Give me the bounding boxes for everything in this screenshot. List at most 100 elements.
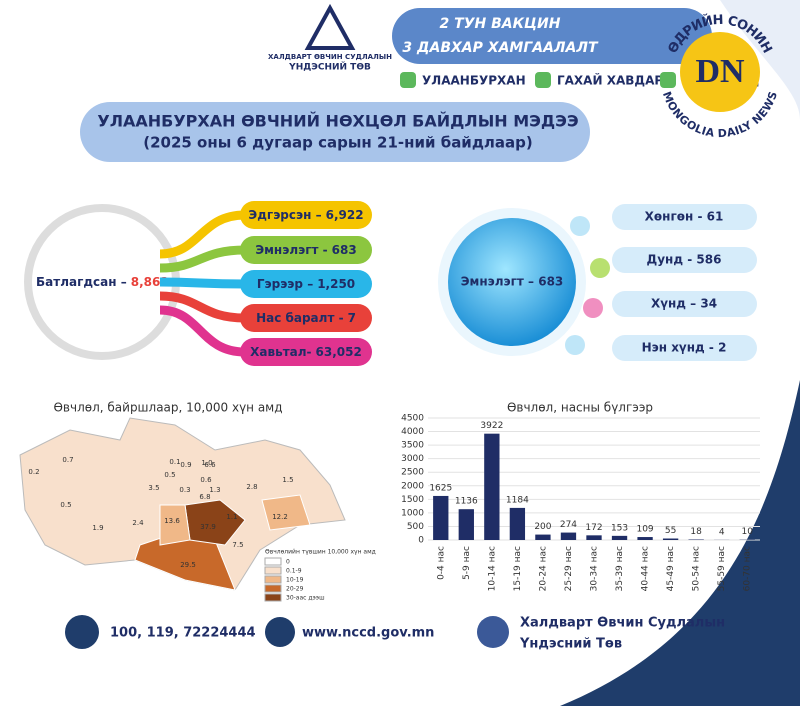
value-label: 153 xyxy=(611,523,628,533)
x-tick-label: 20-24 нас xyxy=(538,546,548,591)
outcome: Эдгэрсэн – 6,922 xyxy=(248,208,363,222)
map-label: 0.1 xyxy=(169,458,180,466)
hospital-label: Эмнэлэгт – 683 xyxy=(461,275,564,289)
x-tick-label: 0-4 нас xyxy=(436,546,446,580)
map-label: 1.0 xyxy=(201,459,212,467)
outcome-label: Эмнэлэгт - xyxy=(255,243,327,257)
bar xyxy=(535,534,551,540)
legend-swatch xyxy=(264,566,282,575)
map-label: 0.2 xyxy=(28,468,39,476)
check-icon xyxy=(400,72,416,88)
x-tick-label: 15-19 нас xyxy=(513,546,523,591)
x-tick-label: 30-34 нас xyxy=(590,546,600,591)
confirmed-value: 8,862 xyxy=(131,275,169,289)
severity-label: Хүнд – 34 xyxy=(651,297,717,311)
title-box xyxy=(80,102,590,162)
y-tick-label: 3000 xyxy=(401,454,424,464)
outcome-label: Эдгэрсэн – xyxy=(248,208,321,222)
banner xyxy=(392,8,712,64)
severity-label: Нэн хүнд - 2 xyxy=(642,341,727,355)
outcome: Хавьтал- 63,052 xyxy=(250,345,362,359)
value-label: 3922 xyxy=(480,421,503,431)
x-tick-label: 10-14 нас xyxy=(487,546,497,591)
outcome-pill xyxy=(240,270,372,298)
map-label: 1.9 xyxy=(92,524,103,532)
y-tick-label: 2000 xyxy=(401,481,424,491)
bubble xyxy=(565,335,585,355)
legend-label: 10-19 xyxy=(286,577,304,584)
subtitle: (2025 оны 6 дугаар сарын 21-ний байдлаар… xyxy=(143,134,533,152)
map-label: 0.9 xyxy=(180,461,191,469)
y-tick-label: 3500 xyxy=(401,441,424,451)
map-label: 13.6 xyxy=(164,517,180,525)
check-icon xyxy=(660,72,676,88)
outcome-label: Хавьтал- xyxy=(250,345,311,359)
map-label: 0.5 xyxy=(60,501,71,509)
phone: 100, 119, 72224444 xyxy=(110,626,256,641)
x-tick-label: 55-59 нас xyxy=(717,546,727,591)
x-tick-label: 25-29 нас xyxy=(564,546,574,591)
chart-title: Өвчлөл, насны бүлгээр xyxy=(507,401,653,415)
map-legend-title: Өвчлөлийн түвшин 10,000 хүн амд xyxy=(265,549,376,556)
x-tick-label: 35-39 нас xyxy=(615,546,625,591)
bar xyxy=(560,532,577,540)
y-tick-label: 1000 xyxy=(401,508,424,518)
bar xyxy=(662,538,679,540)
dn-mark: DN xyxy=(695,53,745,90)
logo-text: ХАЛДВАРТ ӨВЧИН СУДЛАЛЫН xyxy=(268,53,392,61)
outcome-value: 6,922 xyxy=(326,208,364,222)
bar xyxy=(611,535,628,540)
bar xyxy=(637,537,653,540)
legend-swatch xyxy=(264,593,282,602)
y-tick-label: 4000 xyxy=(401,427,424,437)
org-name: Үндэсний Төв xyxy=(519,637,622,652)
x-tick-label: 40-44 нас xyxy=(641,546,651,591)
map-label: 2.4 xyxy=(132,519,144,527)
map-label: 1.1 xyxy=(226,513,237,521)
severity-label: Хөнгөн - 61 xyxy=(645,210,724,224)
map-title: Өвчлөл, байршлаар, 10,000 хүн амд xyxy=(53,401,282,415)
web-icon xyxy=(265,617,295,647)
outcome-label: Нас баралт - xyxy=(256,311,344,325)
map-label: 37.9 xyxy=(200,523,216,531)
outcome-value: 1,250 xyxy=(317,277,355,291)
y-tick-label: 0 xyxy=(418,536,424,546)
hospital-circle xyxy=(448,218,576,346)
bubble xyxy=(570,216,590,236)
map-label: 29.5 xyxy=(180,561,196,569)
y-tick-label: 500 xyxy=(407,522,424,532)
value-label: 10 xyxy=(742,527,754,537)
logo-triangle xyxy=(304,3,356,50)
banner-text: 3 ДАВХАР ХАМГААЛАЛТ xyxy=(402,40,599,56)
outcome-pill xyxy=(240,338,372,366)
outcome-value: 63,052 xyxy=(316,345,362,359)
outcome-value: 683 xyxy=(332,243,357,257)
connector xyxy=(159,210,246,259)
legend-label: 30-аас дээш xyxy=(286,595,325,602)
map-label: 7.5 xyxy=(232,541,243,549)
title: УЛААНБУРХАН ӨВЧНИЙ НӨХЦӨЛ БАЙДЛЫН МЭДЭЭ xyxy=(97,112,578,131)
bar xyxy=(433,495,449,540)
value-label: 200 xyxy=(534,522,551,532)
connector xyxy=(159,245,246,273)
map-label: 0.6 xyxy=(200,476,212,484)
value-label: 1136 xyxy=(455,497,478,507)
check-icon xyxy=(535,72,551,88)
x-tick-label: 50-54 нас xyxy=(692,546,702,591)
value-label: 18 xyxy=(690,527,702,537)
banner-text: 2 ТУН ВАКЦИН xyxy=(440,16,561,32)
value-label: 109 xyxy=(636,525,653,535)
map-label: 12.2 xyxy=(272,513,288,521)
logo-text: ҮНДЭСНИЙ ТӨВ xyxy=(288,61,371,73)
y-tick-label: 4500 xyxy=(401,414,424,424)
legend-label: 20-29 xyxy=(286,586,304,593)
map-label: 0.7 xyxy=(62,456,73,464)
connector xyxy=(159,291,246,323)
value-label: 1184 xyxy=(506,495,529,505)
map-region xyxy=(159,504,191,546)
bar xyxy=(586,535,602,540)
legend-label: 0.1-9 xyxy=(286,568,302,575)
value-label: 1625 xyxy=(429,483,452,493)
